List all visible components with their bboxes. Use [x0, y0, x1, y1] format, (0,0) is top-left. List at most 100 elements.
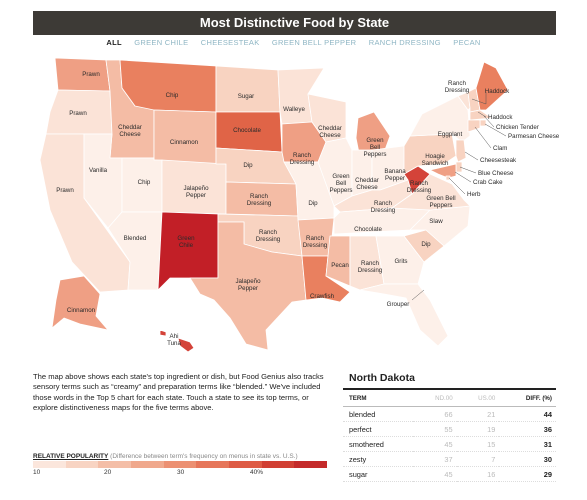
label-oh-line1: Banana	[384, 168, 406, 175]
col-term: TERM	[343, 390, 414, 407]
label-co: Jalapeño Pepper	[183, 185, 209, 199]
label-oh-line2: Pepper	[385, 175, 405, 182]
tab-pecan[interactable]: PECAN	[453, 38, 481, 47]
label-mi-line2: Bell	[370, 144, 380, 151]
state-ak[interactable]	[51, 275, 109, 331]
tab-cheesesteak[interactable]: CHEESESTEAK	[200, 38, 260, 47]
col-state: ND.00	[413, 390, 457, 407]
table-row: sugar 45 16 29	[343, 466, 556, 482]
label-id-line1: Cheddar	[118, 124, 142, 131]
label-ak: Cinnamon	[67, 307, 96, 314]
label-mn: Walleye	[283, 106, 305, 113]
row-diff: 29	[499, 466, 556, 482]
row-term: zesty	[343, 451, 414, 467]
label-la: Crawfish	[310, 293, 335, 300]
label-tx-line2: Pepper	[238, 285, 258, 292]
state-nj[interactable]	[455, 139, 467, 163]
label-ok: Ranch Dressing	[256, 229, 281, 243]
label-ne: Dip	[243, 162, 253, 169]
row-term: blended	[343, 406, 414, 422]
label-tx: Jalapeño Pepper	[235, 278, 261, 292]
label-va-line2: Peppers	[429, 202, 452, 209]
label-ky-line1: Ranch	[374, 200, 392, 207]
label-hi: Ahi Tuna	[167, 333, 181, 347]
page-title: Most Distinctive Food by State	[33, 11, 556, 35]
label-id-line2: Cheese	[119, 131, 141, 138]
leader-de	[459, 166, 477, 174]
label-nd: Sugar	[238, 93, 255, 100]
label-wi-line2: Cheese	[319, 132, 341, 139]
leader-dc	[448, 177, 466, 195]
row-term: perfect	[343, 421, 414, 437]
label-dc: Herb	[467, 191, 481, 198]
row-diff: 44	[499, 406, 556, 422]
label-wi-line1: Cheddar	[318, 125, 342, 132]
row-state: 55	[413, 421, 457, 437]
panel-state-name: North Dakota	[343, 370, 556, 390]
label-ky-line2: Dressing	[371, 207, 396, 214]
row-diff: 30	[499, 451, 556, 467]
state-md[interactable]	[429, 163, 457, 179]
legend-swatch	[163, 461, 197, 468]
legend-swatch	[294, 461, 328, 468]
row-diff: 36	[499, 421, 556, 437]
legend-title-label: RELATIVE POPULARITY	[33, 453, 109, 460]
label-ny: Eggplant	[438, 131, 463, 138]
legend-swatch	[33, 461, 66, 468]
state-wy[interactable]	[153, 109, 217, 165]
label-il: Green Bell Peppers	[329, 173, 352, 194]
tab-all[interactable]: ALL	[106, 38, 122, 47]
label-mi: Green Bell Peppers	[363, 137, 386, 158]
label-co-line2: Pepper	[186, 192, 206, 199]
row-us: 21	[456, 406, 500, 422]
label-nv: Vanilla	[89, 167, 108, 174]
row-us: 7	[456, 451, 500, 467]
label-vt: Ranch Dressing	[445, 80, 470, 94]
legend-tick-10: 10	[33, 469, 41, 476]
tab-ranch-dressing[interactable]: RANCH DRESSING	[368, 38, 441, 47]
state-ma[interactable]	[469, 109, 493, 121]
label-or: Prawn	[69, 110, 87, 117]
leader-ri	[484, 123, 507, 137]
label-al-line2: Dressing	[358, 267, 383, 274]
label-de: Blue Cheese	[478, 170, 514, 177]
row-state: 45	[413, 436, 457, 452]
state-mt[interactable]	[119, 59, 217, 113]
state-tx[interactable]	[189, 221, 307, 351]
tab-green-bell-pepper[interactable]: GREEN BELL PEPPER	[271, 38, 357, 47]
state-ga[interactable]	[375, 235, 425, 285]
state-nd[interactable]	[215, 65, 281, 113]
legend-tick-30: 30	[177, 469, 185, 476]
table-row: perfect 55 19 36	[343, 421, 556, 437]
label-md: Crab Cake	[473, 179, 503, 186]
state-de[interactable]	[455, 161, 463, 173]
state-dc[interactable]	[445, 175, 451, 181]
label-ma: Chicken Tender	[496, 124, 539, 131]
tab-green-chile[interactable]: GREEN CHILE	[134, 38, 189, 47]
label-pa: Hoagie Sandwich	[422, 153, 449, 167]
label-sd: Chocolate	[233, 127, 261, 134]
state-hi[interactable]	[177, 337, 195, 353]
label-pa-line2: Sandwich	[422, 160, 449, 167]
label-wv-line2: Dressing	[407, 187, 432, 194]
state-ct[interactable]	[467, 119, 481, 133]
label-va-line1: Green Bell	[426, 195, 455, 202]
terms-header-row: TERM ND.00 US.00 DIFF. (%)	[343, 390, 556, 407]
legend-bar	[33, 461, 328, 468]
label-ks: Ranch Dressing	[247, 193, 272, 207]
state-ms[interactable]	[325, 235, 351, 287]
label-il-line2: Bell	[336, 180, 346, 187]
state-ri[interactable]	[479, 119, 487, 127]
label-mo: Dip	[308, 200, 318, 207]
label-il-line3: Peppers	[329, 187, 352, 194]
label-il-line1: Green	[332, 173, 350, 180]
table-row: blended 66 21 44	[343, 406, 556, 422]
state-me[interactable]	[475, 61, 509, 111]
state-fl[interactable]	[359, 283, 449, 347]
label-wi: Cheddar Cheese	[318, 125, 342, 139]
state-terms-panel: North Dakota TERM ND.00 US.00 DIFF. (%) …	[343, 370, 556, 482]
state-hi-island[interactable]	[159, 329, 167, 337]
table-row: smothered 45 15 31	[343, 436, 556, 452]
label-az: Blended	[124, 235, 147, 242]
legend-swatch	[261, 461, 295, 468]
